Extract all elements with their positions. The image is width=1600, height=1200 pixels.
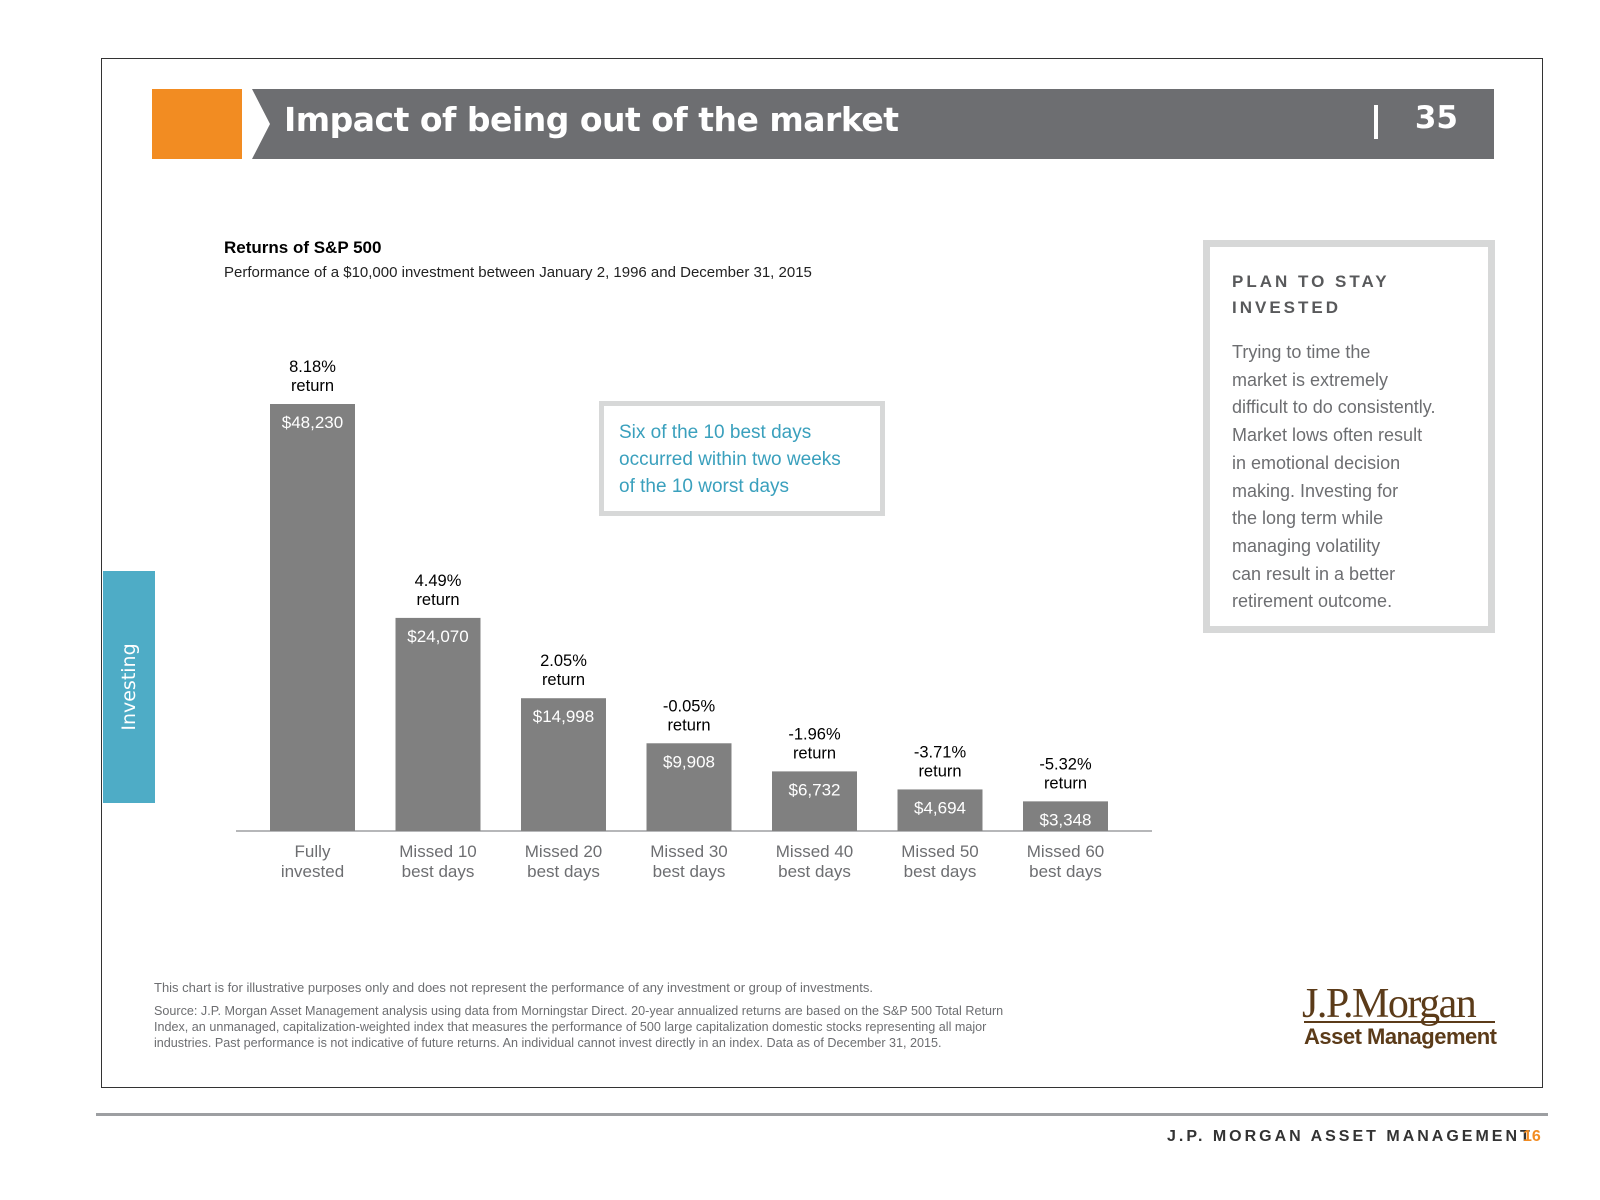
return-percent-label: -1.96% (788, 725, 841, 743)
jpmorgan-logo: J.P.Morgan (1302, 981, 1477, 1027)
footer-text: J.P. MORGAN ASSET MANAGEMENT (1167, 1128, 1533, 1145)
return-word-label: return (542, 671, 585, 689)
callout-box: Six of the 10 best days occurred within … (599, 401, 885, 516)
source-line: Index, an unmanaged, capitalization-weig… (154, 1020, 987, 1034)
return-word-label: return (793, 744, 836, 762)
bar (1023, 801, 1108, 831)
return-word-label: return (918, 762, 961, 780)
return-percent-label: -3.71% (914, 743, 967, 761)
callout-line: occurred within two weeks (619, 449, 841, 470)
callout-line: of the 10 worst days (619, 476, 790, 497)
insight-line: difficult to do consistently. (1232, 397, 1436, 418)
insight-line: in emotional decision (1232, 452, 1401, 473)
insight-line: retirement outcome. (1232, 591, 1393, 612)
callout-line: Six of the 10 best days (619, 422, 812, 443)
chart-subtitle: Performance of a $10,000 investment betw… (224, 264, 812, 281)
bar-value-label: $24,070 (407, 627, 468, 646)
bar (646, 743, 732, 831)
insight-line: managing volatility (1232, 535, 1381, 556)
section-tab[interactable]: Investing (103, 571, 155, 803)
return-percent-label: -0.05% (663, 697, 716, 715)
bar (270, 404, 355, 831)
x-tick-label: best days (653, 862, 726, 881)
page-title: Impact of being out of the market (284, 100, 899, 139)
x-tick-label: Missed 40 (776, 842, 853, 861)
source-line: Source: J.P. Morgan Asset Management ana… (154, 1004, 1004, 1018)
x-tick-label: Missed 60 (1027, 842, 1104, 861)
bar (897, 789, 983, 831)
return-percent-label: 4.49% (415, 572, 462, 590)
banner-separator (1374, 105, 1378, 139)
x-tick-label: best days (904, 862, 977, 881)
bar-value-label: $48,230 (282, 413, 343, 432)
bar-value-label: $9,908 (663, 752, 715, 771)
x-tick-label: Missed 50 (901, 842, 978, 861)
bar (772, 771, 857, 831)
x-tick-label: Missed 30 (650, 842, 727, 861)
x-tick-label: best days (402, 862, 475, 881)
source-note: Source: J.P. Morgan Asset Management ana… (154, 1003, 1003, 1051)
insight-line: can result in a better (1232, 563, 1396, 584)
insight-body: Trying to time the market is extremely d… (1232, 339, 1466, 616)
bar-value-label: $14,998 (533, 707, 594, 726)
x-tick-label: invested (281, 862, 344, 881)
x-tick-label: best days (778, 862, 851, 881)
insight-line: Market lows often result (1232, 425, 1423, 446)
source-line: industries. Past performance is not indi… (154, 1036, 942, 1050)
x-tick-label: best days (1029, 862, 1102, 881)
insight-line: market is extremely (1232, 369, 1389, 390)
bar (395, 617, 481, 831)
bar (521, 698, 606, 831)
x-tick-label: best days (527, 862, 600, 881)
bar-value-label: $6,732 (789, 780, 841, 799)
return-percent-label: -5.32% (1039, 755, 1092, 773)
footer-page-number: 16 (1523, 1128, 1541, 1145)
footer-rule (96, 1113, 1548, 1116)
insight-heading: PLAN TO STAY INVESTED (1232, 269, 1466, 321)
bar-value-label: $3,348 (1040, 810, 1092, 829)
insight-line: making. Investing for (1232, 480, 1399, 501)
return-word-label: return (416, 591, 459, 609)
logo-rule (1304, 1021, 1495, 1023)
x-tick-label: Fully (295, 842, 331, 861)
slide-number: 35 (1414, 100, 1458, 136)
banner-orange-block (152, 89, 242, 159)
slide-frame (101, 58, 1543, 1088)
x-tick-label: Missed 10 (399, 842, 476, 861)
return-word-label: return (667, 716, 710, 734)
insight-heading-line: PLAN TO STAY (1232, 272, 1390, 291)
return-word-label: return (291, 377, 334, 395)
insight-heading-line: INVESTED (1232, 298, 1342, 317)
return-percent-label: 8.18% (289, 358, 336, 376)
x-tick-label: Missed 20 (525, 842, 602, 861)
insight-line: Trying to time the (1232, 342, 1371, 362)
disclaimer-note: This chart is for illustrative purposes … (154, 980, 873, 995)
bar-value-label: $4,694 (914, 798, 966, 817)
logo-subtitle: Asset Management (1304, 1024, 1497, 1049)
return-percent-label: 2.05% (540, 652, 587, 670)
return-word-label: return (1044, 774, 1087, 792)
banner-bar (252, 89, 1494, 159)
insight-line: the long term while (1232, 508, 1384, 529)
insight-box: PLAN TO STAY INVESTED Trying to time the… (1203, 240, 1495, 633)
chart-title: Returns of S&P 500 (224, 238, 382, 257)
